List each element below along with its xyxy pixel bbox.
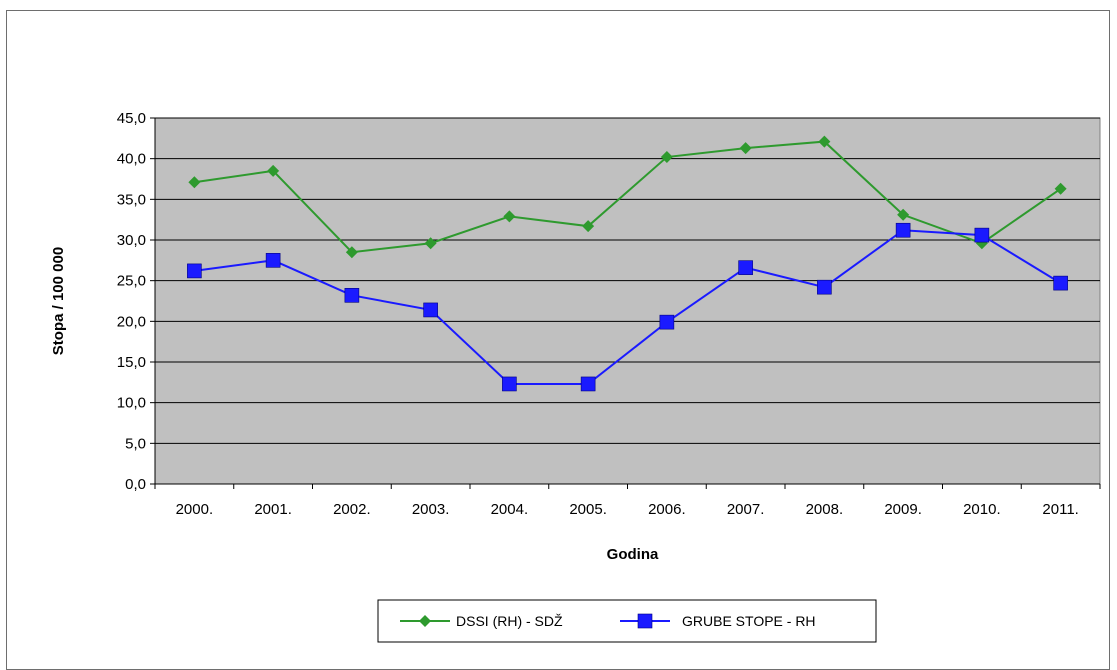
series-layer [187,135,1068,392]
y-tick-labels: 0,0 5,0 10,0 15,0 20,0 25,0 30,0 35,0 40,0 45,0 [117,110,146,493]
data-point [817,279,832,295]
y-tick-label: 0,0 [125,476,146,493]
legend: DSSI (RH) - SDŽ GRUBE STOPE - RH [377,599,877,643]
data-point [582,220,595,233]
y-tick-label: 45,0 [117,110,146,127]
y-tick-label: 20,0 [117,313,146,330]
data-point [660,151,673,164]
y-tick-label: 25,0 [117,273,146,290]
line-chart: 0,0 5,0 10,0 15,0 20,0 25,0 30,0 35,0 40,0 45,0 2… [50,110,1101,643]
legend-entry: GRUBE STOPE - RH [620,613,816,629]
x-tick-label: 2008. [806,501,844,518]
series-line [194,229,1062,385]
x-axis-title: Godina [607,546,659,563]
legend-marker [637,613,653,629]
series-line [194,140,1062,254]
data-point [503,210,516,223]
y-tick-label: 15,0 [117,354,146,371]
legend-label: DSSI (RH) - SDŽ [456,613,563,629]
y-tick-label: 35,0 [117,191,146,208]
data-point [1054,182,1067,195]
data-point [897,208,910,221]
data-point [738,260,753,275]
gridlines [155,117,1100,444]
x-tick-label: 2002. [333,501,371,518]
x-tick-label: 2001. [254,501,292,518]
data-point [739,142,752,155]
y-axis-title: Stopa / 100 000 [50,247,67,355]
axes [150,117,1101,489]
legend-entry: DSSI (RH) - SDŽ [400,613,563,629]
data-point [188,176,201,189]
x-tick-label: 2011. [1042,501,1078,518]
data-point [580,376,596,392]
x-tick-label: 2009. [884,501,922,518]
data-point [502,376,517,392]
legend-label: GRUBE STOPE - RH [682,613,816,629]
x-tick-labels: 2000. 2001. 2002. 2003. 2004. 2005. 2006. 2007.… [176,501,1079,518]
data-point [267,164,280,177]
x-tick-label: 2010. [963,501,1001,518]
data-point [424,237,437,250]
plot-area [154,117,1101,485]
x-tick-label: 2007. [727,501,765,518]
data-point [345,246,358,259]
data-point [818,135,831,148]
data-point [974,227,990,243]
data-point [187,263,202,279]
x-tick-label: 2004. [491,501,529,518]
data-point [1053,275,1068,291]
data-point [265,253,281,268]
legend-marker [419,615,431,627]
y-tick-label: 40,0 [117,151,146,168]
x-tick-label: 2000. [176,501,214,518]
x-tick-label: 2005. [569,501,607,518]
data-point [895,222,911,238]
series-2 [187,222,1068,392]
y-tick-label: 30,0 [117,232,146,249]
y-tick-label: 10,0 [117,395,146,412]
data-point [344,288,360,303]
x-tick-label: 2006. [648,501,686,518]
data-point [659,314,675,330]
y-tick-label: 5,0 [125,435,146,452]
data-point [423,302,438,318]
x-tick-label: 2003. [412,501,450,518]
